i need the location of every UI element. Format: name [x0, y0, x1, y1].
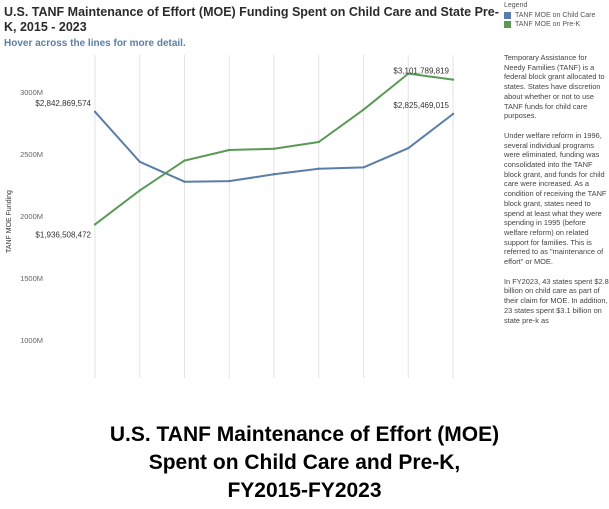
data-point[interactable]: [362, 166, 365, 169]
caption-line: Spent on Child Care and Pre-K,: [148, 451, 461, 474]
data-label: $3,101,789,819: [393, 67, 449, 76]
y-tick-label: 1500M: [20, 274, 43, 283]
data-point[interactable]: [272, 147, 276, 150]
legend-item-child-care[interactable]: TANF MOE on Child Care: [504, 12, 595, 19]
data-point[interactable]: [407, 72, 410, 75]
caption-line: FY2015-FY2023: [227, 479, 382, 502]
data-point[interactable]: [451, 78, 455, 81]
y-tick-label: 2500M: [20, 150, 43, 159]
legend: Legend TANF MOE on Child Care TANF MOE o…: [504, 2, 595, 30]
legend-item-pre-k[interactable]: TANF MOE on Pre-K: [504, 21, 595, 28]
series-lines[interactable]: [93, 72, 455, 226]
data-point[interactable]: [407, 146, 410, 150]
y-tick-label: 2000M: [20, 212, 43, 221]
legend-title: Legend: [504, 2, 528, 9]
data-label: $2,825,469,015: [393, 101, 449, 110]
hover-hint: Hover across the lines for more detail.: [4, 38, 186, 49]
legend-swatch-child-care: [504, 12, 511, 19]
data-label: $1,936,508,472: [35, 230, 91, 239]
data-point[interactable]: [93, 223, 97, 226]
data-point[interactable]: [451, 112, 455, 116]
data-point[interactable]: [183, 159, 186, 162]
data-point[interactable]: [93, 110, 97, 113]
data-label: $2,842,869,574: [35, 99, 91, 108]
y-tick-label: 1000M: [20, 336, 43, 345]
data-point[interactable]: [183, 180, 186, 183]
legend-swatch-pre-k: [504, 21, 511, 28]
legend-label-child-care: TANF MOE on Child Care: [515, 12, 596, 19]
data-point[interactable]: [138, 160, 141, 164]
data-point[interactable]: [317, 140, 320, 144]
line-chart[interactable]: 1000M 1500M 2000M 2500M 3000M TANF MOE Fundi…: [0, 0, 500, 410]
explanation-paragraph: In FY2023, 43 states spent $2.8 billion …: [504, 276, 609, 325]
explanation-paragraph: Under welfare reform in 1996, several in…: [504, 130, 607, 267]
chart-title: U.S. TANF Maintenance of Effort (MOE) Fu…: [4, 5, 499, 34]
caption-line: U.S. TANF Maintenance of Effort (MOE): [109, 423, 500, 446]
explanation-panel: Temporary Assistance for Needy Families …: [504, 53, 609, 377]
data-point[interactable]: [228, 179, 231, 183]
explanation-paragraph: Temporary Assistance for Needy Families …: [504, 53, 605, 121]
y-axis-label: TANF MOE Funding: [6, 190, 13, 253]
data-labels: $2,842,869,574 $1,936,508,472 $3,101,789,8…: [35, 67, 449, 240]
data-point[interactable]: [138, 189, 141, 192]
y-axis-ticks: 1000M 1500M 2000M 2500M 3000M: [20, 88, 43, 345]
legend-label-pre-k: TANF MOE on Pre-K: [515, 21, 581, 28]
y-tick-label: 3000M: [20, 88, 43, 97]
image-caption: U.S. TANF Maintenance of Effort (MOE) Sp…: [0, 421, 609, 505]
data-point[interactable]: [362, 108, 365, 111]
data-point[interactable]: [272, 173, 276, 176]
data-point[interactable]: [228, 148, 231, 152]
data-point[interactable]: [317, 167, 320, 170]
